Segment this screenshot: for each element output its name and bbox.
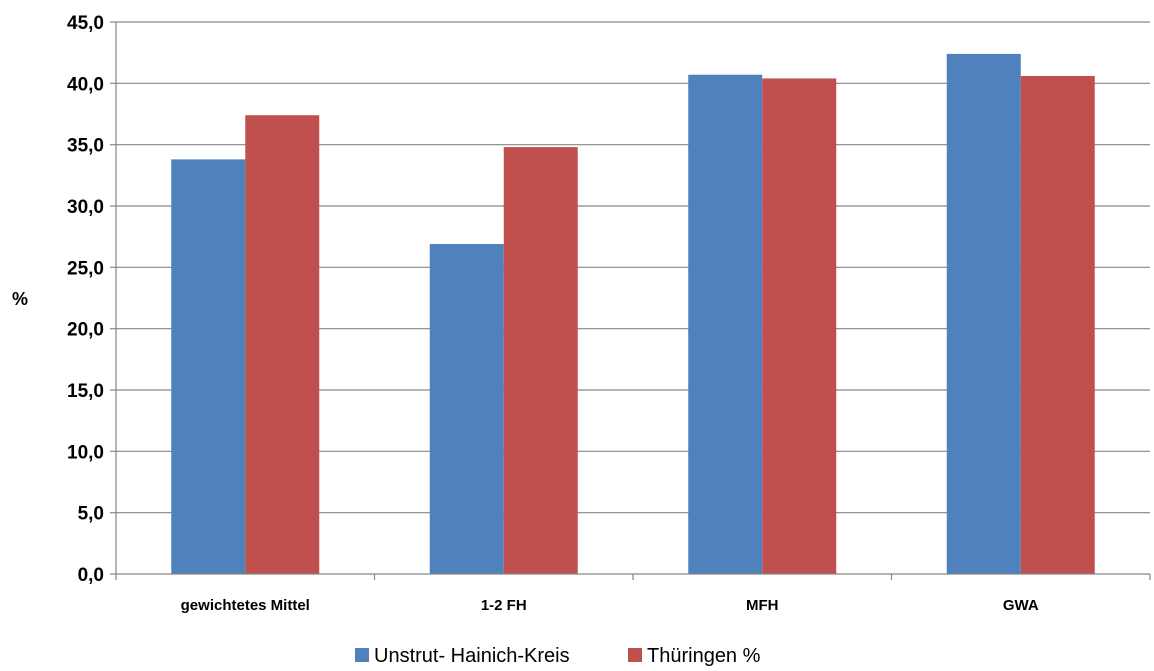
y-tick-label: 15,0 xyxy=(67,381,104,402)
y-tick-label: 45,0 xyxy=(67,13,104,34)
legend-label: Thüringen % xyxy=(647,645,761,667)
legend-label: Unstrut- Hainich-Kreis xyxy=(374,645,570,667)
legend-swatch xyxy=(628,648,642,662)
bar xyxy=(688,74,763,574)
x-tick-label: GWA xyxy=(1003,597,1039,614)
bar xyxy=(429,244,504,574)
x-axis-category-labels: gewichtetes Mittel 1-2 FH MFH GWA xyxy=(181,597,1039,614)
legend-swatch xyxy=(355,648,369,662)
bar xyxy=(946,53,1021,575)
y-tick-label: 10,0 xyxy=(67,442,104,463)
x-tick-label: 1-2 FH xyxy=(481,597,527,614)
y-tick-label: 25,0 xyxy=(67,258,104,279)
y-axis-label: % xyxy=(12,289,28,309)
bar xyxy=(503,147,578,574)
y-axis-tick-labels: 0,0 5,0 10,0 15,0 20,0 25,0 30,0 35,0 40,0 45,0 xyxy=(67,13,104,586)
y-tick-label: 0,0 xyxy=(78,565,104,586)
bar xyxy=(1020,75,1095,575)
x-tick-label: MFH xyxy=(746,597,779,614)
x-tick-label: gewichtetes Mittel xyxy=(181,597,310,614)
y-tick-label: 30,0 xyxy=(67,197,104,218)
axes xyxy=(110,21,1151,580)
y-tick-label: 20,0 xyxy=(67,320,104,341)
y-tick-label: 35,0 xyxy=(67,136,104,157)
y-tick-label: 40,0 xyxy=(67,74,104,95)
bars xyxy=(171,53,1095,575)
bar xyxy=(245,115,320,574)
bar xyxy=(762,78,837,574)
bar xyxy=(171,159,246,575)
y-tick-label: 5,0 xyxy=(78,504,104,525)
legend: Unstrut- Hainich-Kreis Thüringen % xyxy=(355,645,761,667)
